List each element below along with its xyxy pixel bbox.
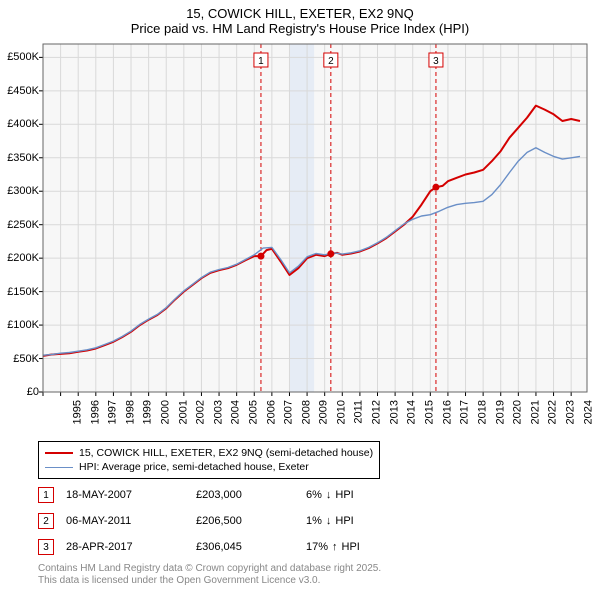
disclaimer-line1: Contains HM Land Registry data © Crown c… [38,563,381,575]
event-row: 3 28-APR-2017£306,04517% ↑ HPI [38,534,426,560]
x-tick-label: 2017 [459,400,471,424]
y-tick-label: £450K [0,85,39,97]
event-marker: 2 [38,513,54,529]
y-tick-label: £300K [0,185,39,197]
x-tick-label: 2021 [529,400,541,424]
event-list: 118-MAY-2007£203,0006%↓HPI206-MAY-2011£2… [38,482,426,560]
y-tick-label: £100K [0,319,39,331]
event-date: 06-MAY-2011 [66,515,196,527]
x-tick-label: 2003 [212,400,224,424]
x-tick-label: 2014 [406,400,418,424]
y-tick-label: £400K [0,118,39,130]
x-tick-label: 2007 [283,400,295,424]
chart-container: 15, COWICK HILL, EXETER, EX2 9NQ Price p… [0,0,600,590]
x-tick-label: 2005 [248,400,260,424]
x-tick-label: 1995 [71,400,83,424]
event-price: £203,000 [196,489,306,501]
x-tick-label: 2006 [265,400,277,424]
arrow-down-icon: ↓ [326,515,332,527]
legend-row: HPI: Average price, semi-detached house,… [45,460,373,474]
x-tick-label: 2022 [547,400,559,424]
x-tick-label: 2018 [476,400,488,424]
event-marker: 3 [38,539,54,555]
svg-text:1: 1 [258,56,264,67]
x-tick-label: 2019 [494,400,506,424]
event-delta: 17% ↑ HPI [306,541,426,553]
y-tick-label: £150K [0,286,39,298]
event-row: 2 06-MAY-2011£206,5001% ↓HPI [38,508,426,534]
legend-label: 15, COWICK HILL, EXETER, EX2 9NQ (semi-d… [79,446,373,460]
x-tick-label: 2024 [582,400,594,424]
event-date: 18-MAY-2007 [66,489,196,501]
x-tick-label: 1998 [124,400,136,424]
x-tick-label: 2001 [177,400,189,424]
event-price: £306,045 [196,541,306,553]
event-delta-pct: 1% [306,515,322,527]
event-delta-suffix: HPI [342,541,360,553]
y-tick-label: £200K [0,252,39,264]
disclaimer-line2: This data is licensed under the Open Gov… [38,575,381,587]
x-tick-label: 1999 [142,400,154,424]
event-delta-pct: 6% [306,489,322,501]
arrow-up-icon: ↑ [332,541,338,553]
legend-label: HPI: Average price, semi-detached house,… [79,460,309,474]
event-delta: 6% ↓HPI [306,489,426,501]
x-tick-label: 2020 [512,400,524,424]
arrow-down-icon: ↓ [326,489,332,501]
event-delta-suffix: HPI [335,489,353,501]
event-price: £206,500 [196,515,306,527]
svg-text:2: 2 [328,56,334,67]
event-marker: 1 [38,487,54,503]
event-delta-pct: 17% [306,541,328,553]
line-chart: 1 2 3 [0,0,600,440]
x-tick-label: 2004 [230,400,242,424]
legend-row: 15, COWICK HILL, EXETER, EX2 9NQ (semi-d… [45,446,373,460]
event-date: 28-APR-2017 [66,541,196,553]
x-tick-label: 2008 [300,400,312,424]
x-tick-label: 2015 [424,400,436,424]
x-tick-label: 2010 [336,400,348,424]
x-tick-label: 2013 [388,400,400,424]
legend-swatch [45,467,73,468]
event-delta-suffix: HPI [335,515,353,527]
disclaimer: Contains HM Land Registry data © Crown c… [38,563,381,587]
x-tick-label: 1997 [107,400,119,424]
x-tick-label: 1996 [89,400,101,424]
legend: 15, COWICK HILL, EXETER, EX2 9NQ (semi-d… [38,441,380,479]
x-tick-label: 2002 [195,400,207,424]
x-tick-label: 2016 [441,400,453,424]
x-tick-label: 2012 [371,400,383,424]
x-tick-label: 2009 [318,400,330,424]
y-tick-label: £350K [0,152,39,164]
event-delta: 1% ↓HPI [306,515,426,527]
x-tick-label: 2011 [352,400,364,424]
event-row: 1 18-MAY-2007£203,0006% ↓HPI [38,482,426,508]
y-tick-label: £250K [0,219,39,231]
x-tick-label: 2000 [160,400,172,424]
y-tick-label: £0 [0,386,39,398]
svg-text:3: 3 [433,56,439,67]
x-tick-label: 2023 [564,400,576,424]
legend-swatch [45,452,73,454]
y-tick-label: £500K [0,51,39,63]
y-tick-label: £50K [0,353,39,365]
